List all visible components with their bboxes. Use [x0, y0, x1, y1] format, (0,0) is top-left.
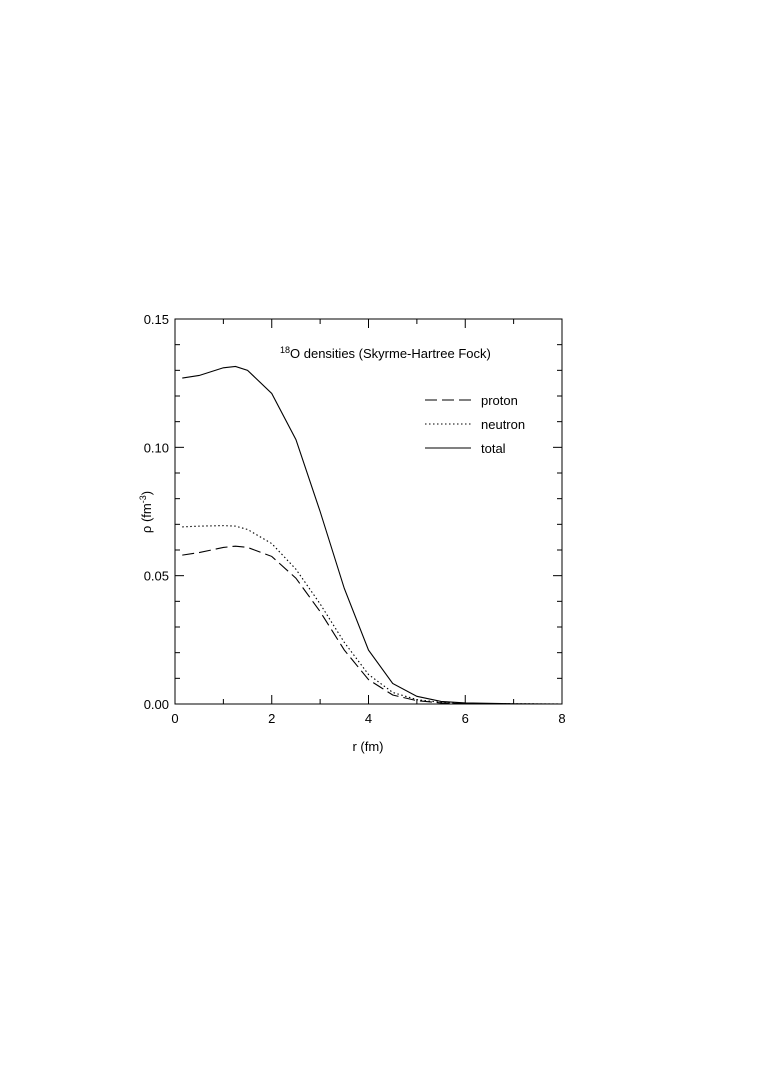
plot-frame: [174, 318, 563, 705]
title-superscript: 18: [280, 345, 290, 355]
y-tick-label: 0.15: [144, 312, 169, 327]
x-tick-label: 8: [558, 711, 565, 726]
x-axis-label: r (fm): [352, 739, 383, 754]
y-tick-label: 0.00: [144, 697, 169, 712]
y-label-superscript: -3: [138, 495, 148, 503]
x-tick-label: 6: [462, 711, 469, 726]
y-tick-label: 0.05: [144, 569, 169, 584]
x-tick-label: 0: [171, 711, 178, 726]
series-line: [182, 545, 562, 705]
legend-label: proton: [481, 393, 518, 408]
y-tick-label: 0.10: [144, 440, 169, 455]
x-tick-label: 4: [365, 711, 372, 726]
y-label-after: ): [139, 491, 154, 495]
title-text: O densities (Skyrme-Hartree Fock): [290, 346, 491, 361]
chart-title: 18O densities (Skyrme-Hartree Fock): [280, 345, 491, 361]
legend-label: total: [481, 441, 506, 456]
series-line: [182, 365, 563, 705]
series-line: [182, 525, 563, 705]
y-label-text: ρ (fm: [139, 503, 154, 533]
legend-label: neutron: [481, 417, 525, 432]
y-axis-label: ρ (fm-3): [138, 491, 154, 533]
x-tick-label: 2: [268, 711, 275, 726]
